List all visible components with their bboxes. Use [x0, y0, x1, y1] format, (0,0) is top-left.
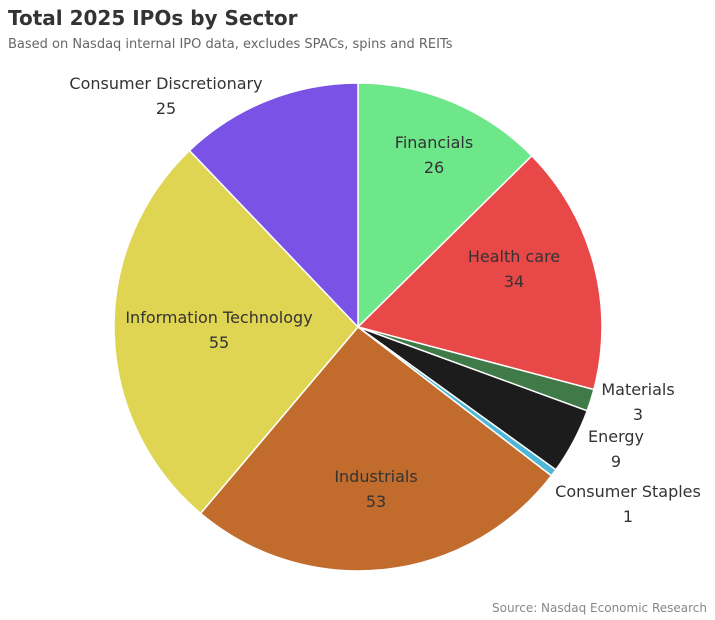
- slice-label-health-care: Health care: [468, 247, 560, 266]
- pie-slice-consumer-discretionary: [188, 82, 359, 329]
- chart-title: Total 2025 IPOs by Sector: [8, 6, 298, 30]
- pie-slice-industrials: [199, 325, 553, 572]
- slice-label-financials: Financials: [395, 133, 473, 152]
- slice-label-consumer-discretionary: Consumer Discretionary: [69, 74, 262, 93]
- slice-label-industrials: Industrials: [334, 467, 417, 486]
- slice-label-consumer-staples: Consumer Staples: [555, 482, 701, 501]
- pie-slice-financials: [357, 82, 533, 329]
- slice-value-consumer-discretionary: 25: [156, 99, 176, 118]
- chart-subtitle: Based on Nasdaq internal IPO data, exclu…: [8, 37, 453, 52]
- slice-value-health-care: 34: [504, 272, 524, 291]
- slice-label-materials: Materials: [601, 380, 674, 399]
- slice-value-information-technology: 55: [209, 333, 229, 352]
- slice-label-energy: Energy: [588, 427, 644, 446]
- slice-value-energy: 9: [611, 452, 621, 471]
- slice-value-industrials: 53: [366, 492, 386, 511]
- pie-slice-information-technology: [113, 149, 360, 515]
- slice-value-consumer-staples: 1: [623, 507, 633, 526]
- chart-source: Source: Nasdaq Economic Research: [491, 601, 707, 615]
- slice-value-materials: 3: [633, 405, 643, 424]
- pie-slice-health-care: [356, 154, 603, 391]
- slice-value-financials: 26: [424, 158, 444, 177]
- slice-label-information-technology: Information Technology: [125, 308, 312, 327]
